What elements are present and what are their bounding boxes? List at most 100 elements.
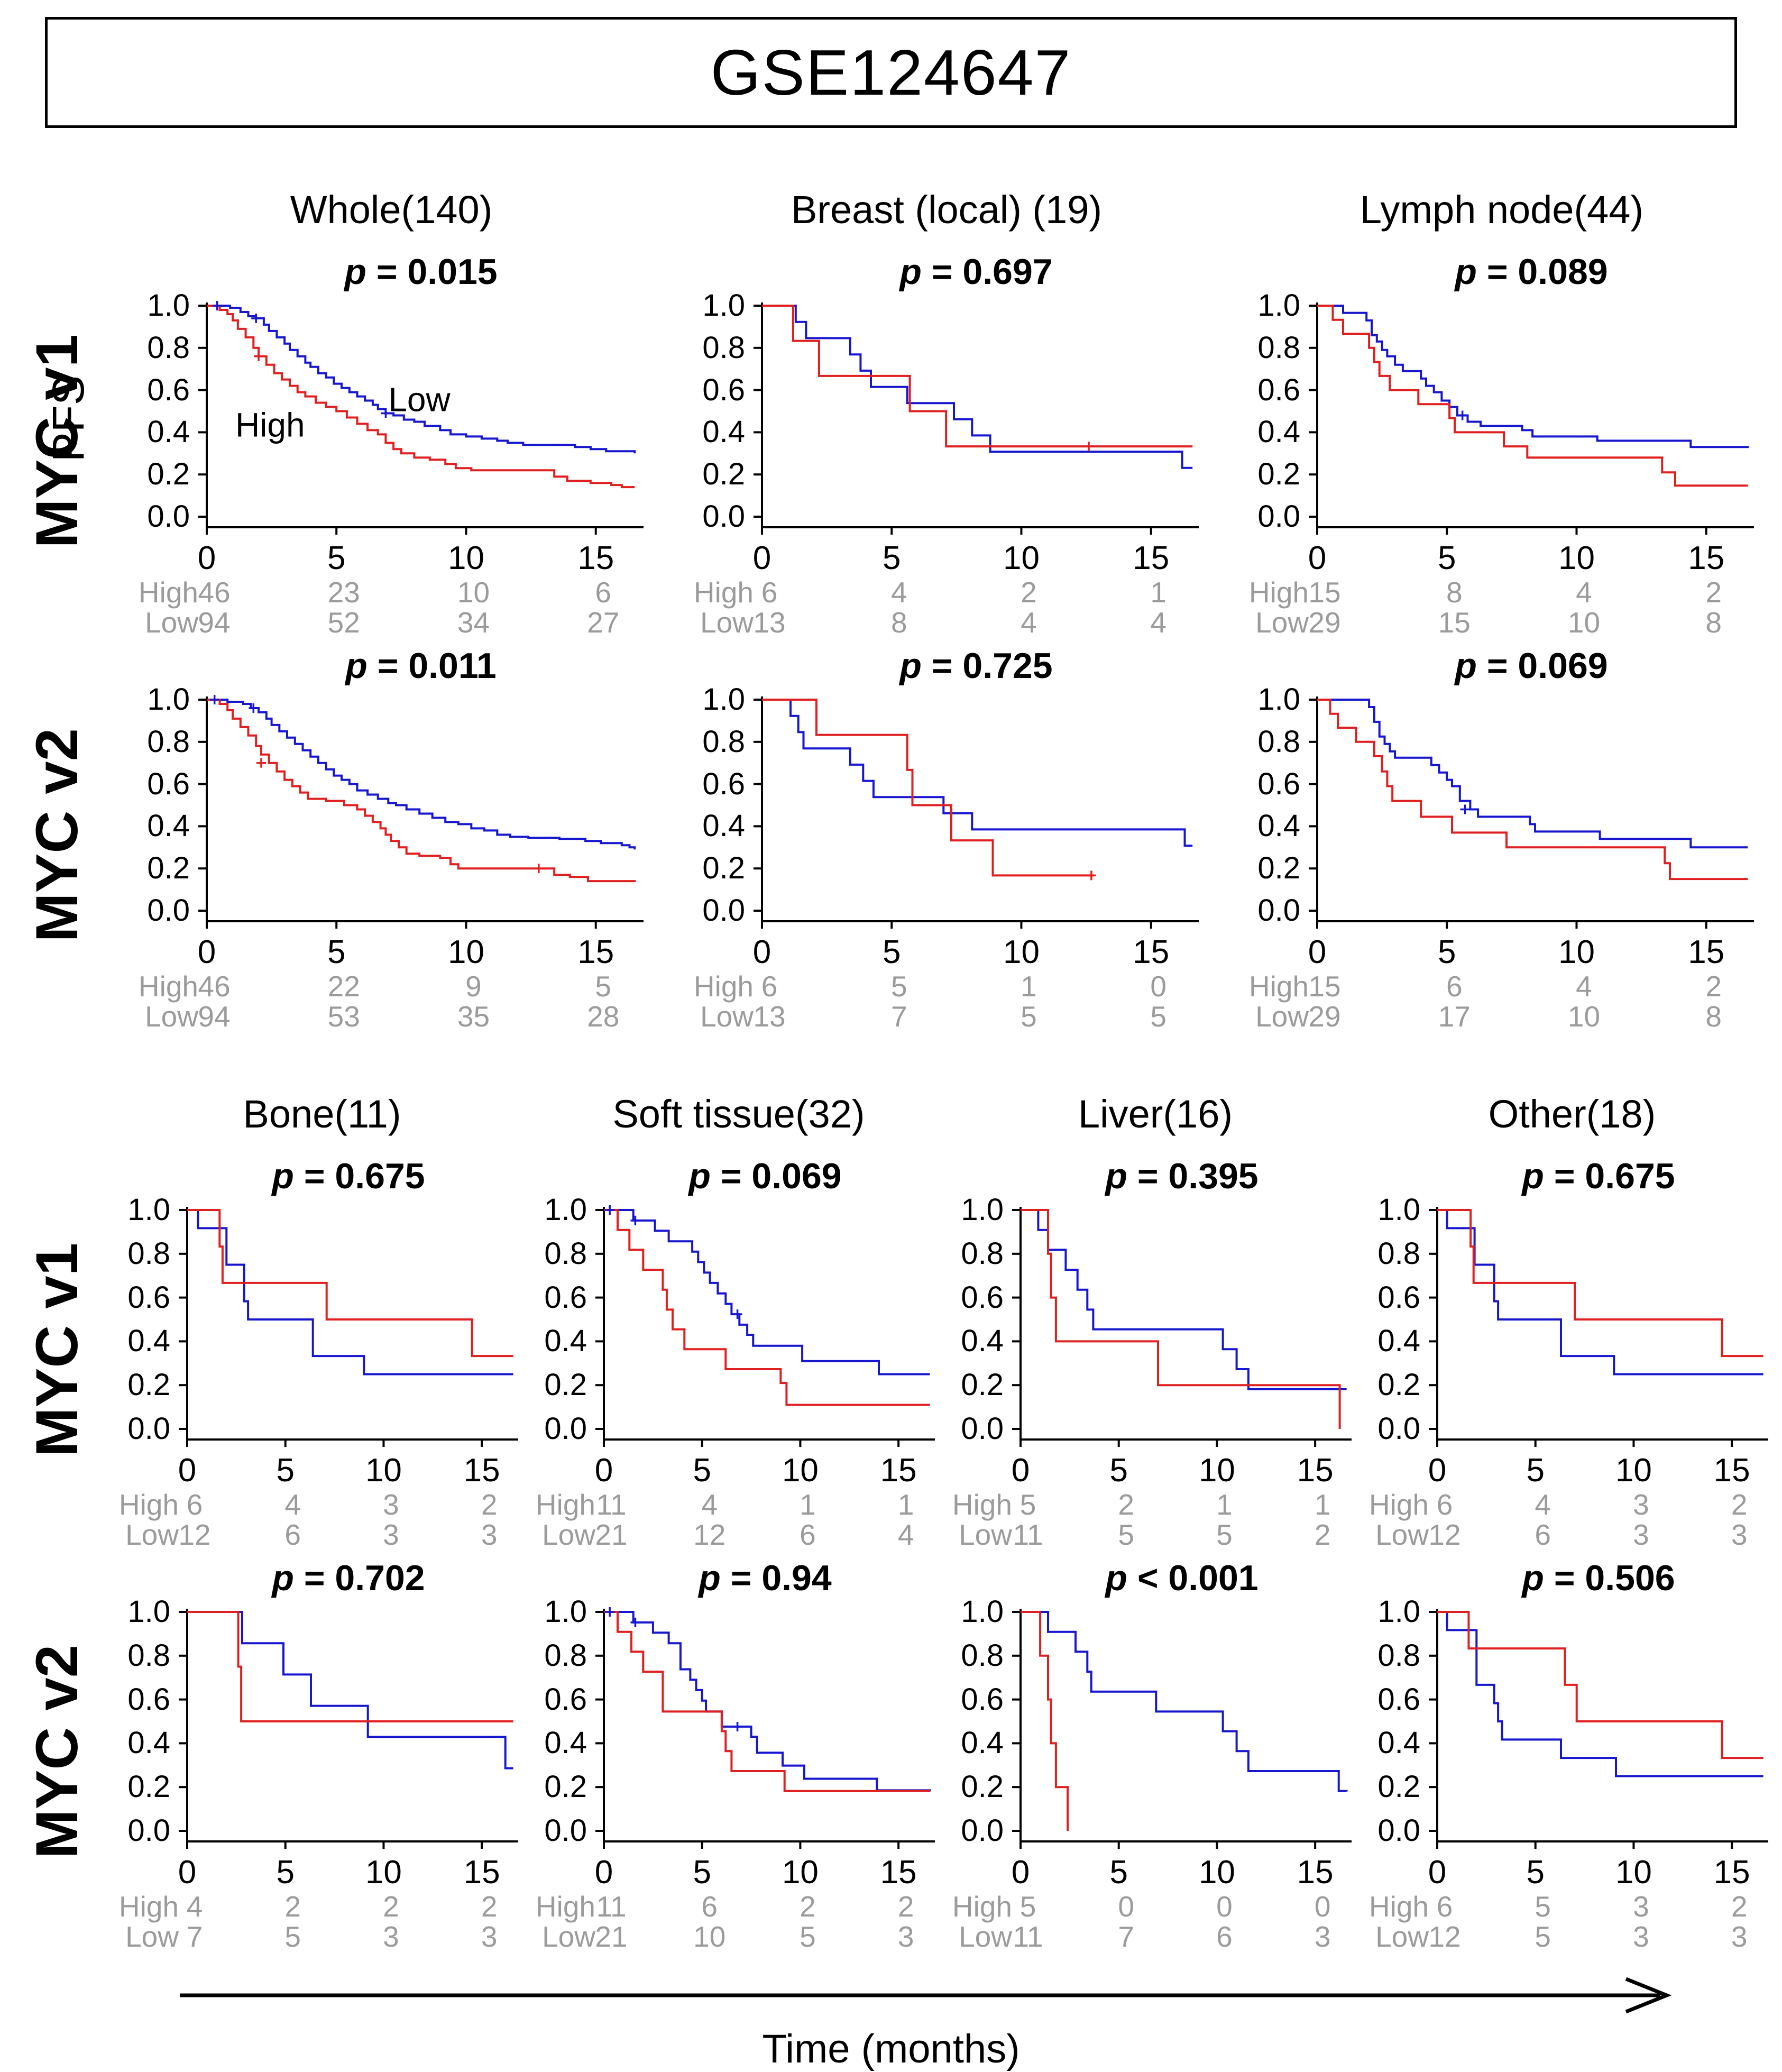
p-value-text: = 0.702 bbox=[293, 1558, 425, 1598]
x-tick-label: 5 bbox=[1526, 1854, 1545, 1891]
y-tick-label: 0.6 bbox=[1257, 372, 1300, 407]
km-plot-area: 1.0 0.8 0.6 0.4 0.2 0.0 bbox=[1374, 1597, 1770, 1853]
y-tick-label: 0.8 bbox=[544, 1638, 587, 1673]
risk-count: 5 bbox=[284, 1920, 301, 1953]
risk-row-high: High 46 22 9 5 bbox=[139, 970, 646, 1003]
y-tick-label: 1.0 bbox=[702, 682, 745, 717]
y-tick-label: 0.4 bbox=[544, 1726, 587, 1761]
y-tick-label: 0.0 bbox=[961, 1813, 1004, 1848]
risk-row-low: Low 21 12 6 4 bbox=[542, 1518, 937, 1551]
y-tick-label: 1.0 bbox=[147, 682, 190, 717]
panel-lymph-myc-v1: p = 0.089 1.0 0.8 0.6 0.4 0.2 0.0 0 5 10 15 High 15 8… bbox=[1224, 244, 1779, 638]
p-value: p = 0.069 bbox=[1307, 641, 1756, 692]
risk-row-label: High bbox=[952, 1890, 1012, 1923]
risk-row-label: Low bbox=[1375, 1920, 1429, 1953]
y-tick-label: 1.0 bbox=[127, 1594, 170, 1629]
panel-bone-myc-v2: p = 0.702 1.0 0.8 0.6 0.4 0.2 0.0 0 5 10 15 High 4 2 2… bbox=[114, 1551, 530, 1952]
panel-lymph-myc-v2: p = 0.069 1.0 0.8 0.6 0.4 0.2 0.0 0 5 10 15 High 15 6… bbox=[1224, 638, 1779, 1032]
p-value-text: = 0.011 bbox=[367, 646, 497, 686]
risk-row-label: Low bbox=[959, 1920, 1012, 1953]
km-panel: p = 0.395 1.0 0.8 0.6 0.4 0.2 0.0 0 5 10 15 High 5 2 1… bbox=[952, 1152, 1354, 1551]
risk-count: 6 bbox=[595, 576, 611, 609]
y-axis-tick-labels: 1.0 0.8 0.6 0.4 0.2 0.0 bbox=[540, 1195, 593, 1451]
y-tick-label: 0.8 bbox=[1377, 1638, 1420, 1673]
risk-count: 4 bbox=[1576, 576, 1592, 609]
y-tick-label: 0.6 bbox=[961, 1682, 1004, 1717]
p-value-text: = 0.395 bbox=[1127, 1156, 1259, 1196]
risk-row-high: High 11 6 2 2 bbox=[536, 1892, 937, 1922]
panel-other-myc-v2: p = 0.506 1.0 0.8 0.6 0.4 0.2 0.0 0 5 10 15 High 6 5 3… bbox=[1364, 1551, 1780, 1952]
y-axis-tick-labels: 1.0 0.8 0.6 0.4 0.2 0.0 bbox=[957, 1597, 1010, 1853]
risk-count: 7 bbox=[186, 1920, 203, 1953]
y-tick-label: 0.4 bbox=[544, 1324, 587, 1359]
y-tick-label: 0.2 bbox=[1257, 457, 1300, 492]
km-panel: p = 0.506 1.0 0.8 0.6 0.4 0.2 0.0 0 5 10 15 High 6 5 3… bbox=[1369, 1554, 1770, 1953]
time-axis-arrow bbox=[180, 1977, 1672, 2014]
y-tick-label: 0.2 bbox=[702, 457, 745, 492]
y-tick-label: 0.0 bbox=[1257, 499, 1300, 534]
y-axis-tick-labels: 1.0 0.8 0.6 0.4 0.2 0.0 bbox=[1247, 684, 1307, 933]
y-tick-label: 0.4 bbox=[1377, 1726, 1420, 1761]
risk-count: 2 bbox=[1731, 1488, 1748, 1521]
km-panel: p = 0.069 1.0 0.8 0.6 0.4 0.2 0.0 0 5 10 15 High 11 4… bbox=[536, 1152, 937, 1551]
high-curve bbox=[207, 305, 635, 489]
panel-bone-myc-v1: p = 0.675 1.0 0.8 0.6 0.4 0.2 0.0 0 5 10 15 High 6 4 3… bbox=[114, 1149, 530, 1551]
panel-liver-myc-v2: p < 0.001 1.0 0.8 0.6 0.4 0.2 0.0 0 5 10 15 High 5 0 0… bbox=[947, 1551, 1364, 1952]
y-axis-tick-labels: 1.0 0.8 0.6 0.4 0.2 0.0 bbox=[957, 1195, 1010, 1451]
risk-count: 1 bbox=[1314, 1488, 1331, 1521]
risk-count: 3 bbox=[481, 1518, 498, 1551]
panel-soft-tissue-myc-v1: p = 0.069 1.0 0.8 0.6 0.4 0.2 0.0 0 5 10 15 High 11 4… bbox=[530, 1149, 947, 1551]
risk-count: 6 bbox=[284, 1518, 301, 1551]
x-tick-label: 10 bbox=[1003, 540, 1040, 576]
y-tick-label: 1.0 bbox=[1377, 1193, 1420, 1227]
risk-count: 9 bbox=[465, 970, 482, 1003]
y-tick-label: 0.4 bbox=[702, 809, 745, 844]
risk-row-label: Low bbox=[125, 1920, 179, 1953]
low-curve bbox=[604, 1209, 930, 1376]
p-symbol: p bbox=[1522, 1558, 1544, 1598]
risk-count: 46 bbox=[198, 576, 231, 609]
p-value: p = 0.675 bbox=[177, 1152, 520, 1203]
km-plot-area: 1.0 0.8 0.6 0.4 0.2 0.0 bbox=[957, 1195, 1354, 1451]
x-tick-label: 15 bbox=[577, 540, 614, 576]
p-value-text: = 0.675 bbox=[1544, 1156, 1675, 1196]
risk-row-label: High bbox=[1368, 1488, 1429, 1521]
x-tick-label: 5 bbox=[327, 540, 346, 576]
y-tick-label: 0.0 bbox=[1377, 1813, 1420, 1848]
risk-count: 3 bbox=[1633, 1920, 1649, 1953]
risk-row-label: High bbox=[1368, 1890, 1429, 1923]
p-value: p = 0.015 bbox=[196, 247, 646, 298]
p-symbol: p bbox=[899, 252, 922, 292]
x-tick-label: 0 bbox=[1011, 1854, 1030, 1891]
risk-count: 2 bbox=[1705, 576, 1722, 609]
x-tick-label: 0 bbox=[752, 540, 771, 576]
risk-count: 11 bbox=[1013, 1920, 1043, 1953]
risk-row-label: Low bbox=[145, 606, 198, 639]
at-risk-table: High 15 8 4 2 Low 29 15 10 8 bbox=[1249, 576, 1756, 638]
km-panel: p < 0.001 1.0 0.8 0.6 0.4 0.2 0.0 0 5 10 15 High 5 0 0… bbox=[952, 1554, 1354, 1953]
y-tick-label: 0.6 bbox=[1257, 766, 1300, 801]
risk-count: 3 bbox=[1633, 1518, 1649, 1551]
risk-count: 12 bbox=[1428, 1518, 1461, 1551]
risk-row-label: Low bbox=[542, 1518, 595, 1551]
x-tick-label: 5 bbox=[276, 1854, 295, 1891]
km-plot-area: 1.0 0.8 0.6 0.4 0.2 0.0 bbox=[957, 1597, 1354, 1853]
high-curve bbox=[1437, 1209, 1763, 1358]
y-tick-label: 0.6 bbox=[127, 1280, 170, 1315]
curve-label-low: Low bbox=[388, 381, 451, 419]
risk-count: 4 bbox=[897, 1518, 914, 1551]
p-value-text: = 0.675 bbox=[293, 1156, 425, 1196]
y-tick-label: 0.0 bbox=[127, 1813, 170, 1848]
y-tick-label: 0.6 bbox=[147, 372, 190, 407]
x-tick-label: 15 bbox=[463, 1452, 500, 1489]
risk-row-label: High bbox=[535, 1890, 595, 1923]
x-tick-label: 10 bbox=[447, 934, 484, 970]
km-plot-area: 1.0 0.8 0.6 0.4 0.2 0.0 bbox=[1247, 290, 1756, 539]
risk-row-high: High 6 5 3 2 bbox=[1369, 1892, 1770, 1922]
x-tick-label: 10 bbox=[782, 1452, 819, 1489]
x-tick-label: 0 bbox=[1428, 1452, 1447, 1489]
y-axis-title-text: PFS bbox=[43, 375, 93, 462]
column-header-soft-tissue: Soft tissue(32) bbox=[612, 1092, 865, 1136]
low-curve bbox=[187, 1611, 513, 1770]
y-tick-label: 0.2 bbox=[702, 851, 745, 886]
